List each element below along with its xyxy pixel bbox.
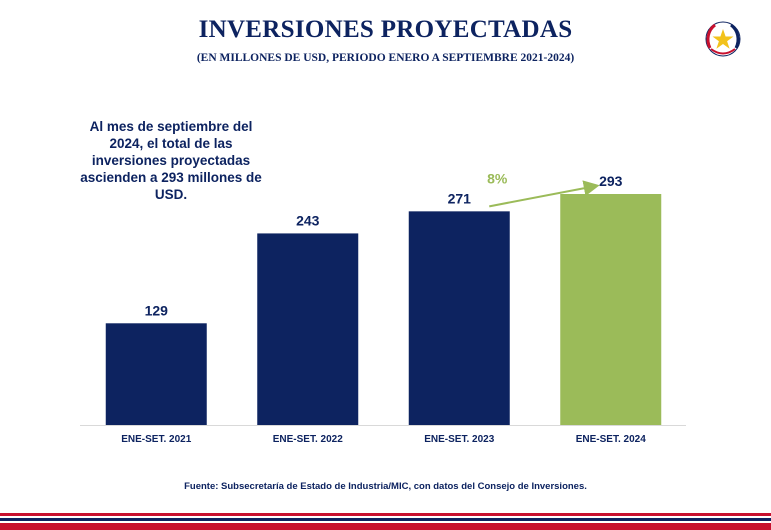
x-tick-label: ENE-SET. 2022 — [273, 434, 343, 445]
x-tick-label: ENE-SET. 2021 — [121, 434, 191, 445]
growth-percent-label: 8% — [487, 170, 508, 186]
summary-note-line: 2024, el total de las — [109, 136, 233, 151]
page-title: INVERSIONES PROYECTADAS — [198, 16, 573, 43]
summary-note-line: USD. — [154, 187, 188, 202]
footer-stripe — [0, 523, 771, 530]
footer-stripe — [0, 521, 771, 523]
summary-note-line: ascienden a 293 millones de — [80, 170, 262, 185]
bar-value-label: 243 — [296, 212, 320, 228]
page-subtitle: (EN MILLONES DE USD, PERIODO ENERO A SEP… — [196, 52, 575, 64]
footer-stripe — [0, 516, 771, 518]
summary-note-line: Al mes de septiembre del — [89, 119, 253, 134]
footer-stripe — [0, 518, 771, 521]
x-tick-label: ENE-SET. 2023 — [424, 434, 494, 445]
paraguay-seal-icon — [705, 21, 741, 57]
source-note: Fuente: Subsecretaría de Estado de Indus… — [184, 481, 587, 492]
bar-1 — [105, 323, 207, 425]
bar-value-label: 293 — [599, 173, 623, 189]
bar-value-label: 271 — [448, 190, 472, 206]
bar-3 — [408, 211, 510, 425]
summary-note-line: inversiones proyectadas — [91, 153, 251, 168]
bar-value-label: 129 — [145, 302, 169, 318]
growth-arrow — [489, 180, 600, 208]
footer-stripe — [0, 513, 771, 516]
summary-note: Al mes de septiembre del 2024, el total … — [62, 118, 280, 203]
bar-2 — [257, 233, 359, 425]
x-tick-label: ENE-SET. 2024 — [576, 434, 646, 445]
bar-4 — [560, 194, 662, 425]
